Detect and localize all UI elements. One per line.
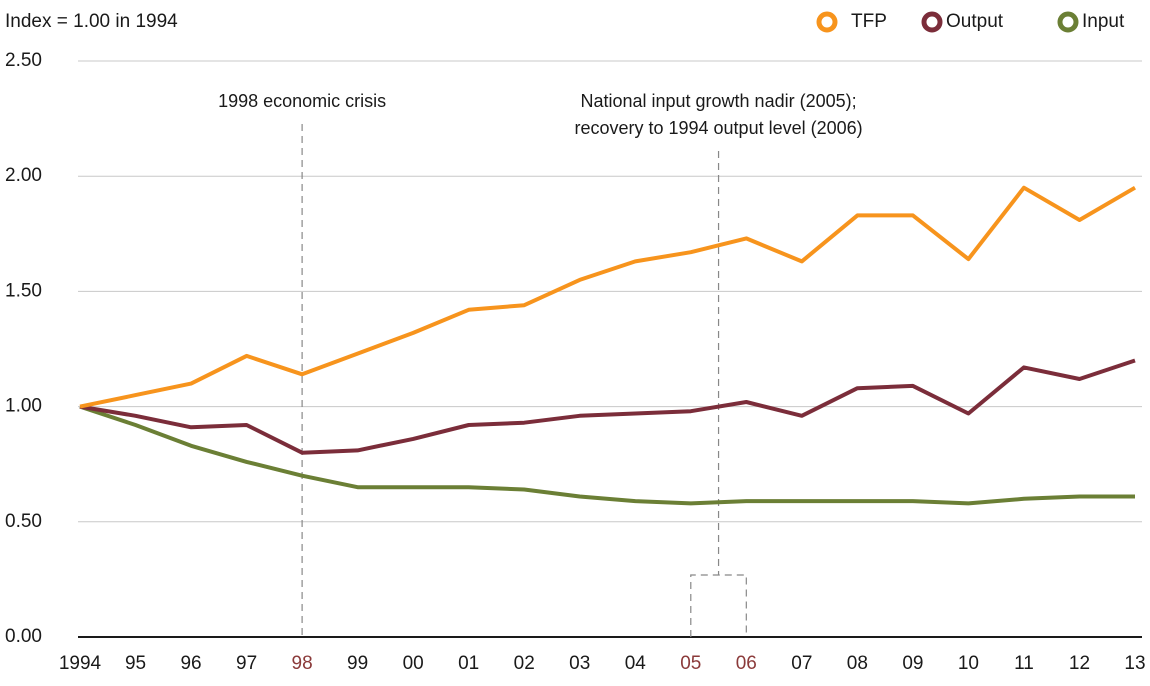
x-tick-label: 03: [569, 653, 590, 674]
legend-marker: [921, 11, 943, 33]
y-tick-label: 2.50: [5, 50, 42, 71]
x-tick-label: 09: [902, 653, 923, 674]
x-tick-label: 04: [625, 653, 647, 674]
x-tick-label: 11: [1014, 653, 1034, 674]
series-line: [79, 358, 1136, 455]
legend-marker: [816, 11, 838, 33]
legend-label: TFP: [851, 11, 887, 32]
x-tick-label: 13: [1124, 653, 1145, 674]
x-tick-label: 05: [680, 653, 701, 674]
x-tick-label: 97: [236, 653, 257, 674]
annotation: 1998 economic crisis: [218, 91, 386, 111]
annotation: National input growth nadir (2005);: [580, 91, 856, 111]
x-tick-label: 12: [1069, 653, 1090, 674]
x-tick-label: 96: [180, 653, 201, 674]
annotation-bracket: [690, 574, 747, 637]
series-line: [79, 185, 1137, 409]
x-tick-label: 06: [736, 653, 757, 674]
x-tick-label: 1994: [59, 653, 102, 674]
y-tick-label: 2.00: [5, 165, 42, 186]
legend-label: Output: [946, 11, 1004, 32]
y-tick-label: 0.00: [5, 626, 42, 647]
x-tick-label: 02: [514, 653, 535, 674]
legend-label: Input: [1082, 11, 1125, 32]
x-tick-label: 99: [347, 653, 368, 674]
y-axis-label: Index = 1.00 in 1994: [5, 11, 178, 32]
x-tick-label: 10: [958, 653, 979, 674]
x-tick-label: 98: [292, 653, 313, 674]
y-tick-label: 1.50: [5, 280, 42, 301]
x-tick-label: 08: [847, 653, 868, 674]
x-tick-label: 00: [403, 653, 424, 674]
legend-marker: [1057, 11, 1079, 33]
x-tick-label: 01: [458, 653, 479, 674]
x-tick-label: 95: [125, 653, 146, 674]
annotation: recovery to 1994 output level (2006): [574, 118, 862, 138]
x-tick-label: 07: [791, 653, 812, 674]
y-tick-label: 1.00: [5, 396, 42, 417]
series-line: [79, 404, 1135, 506]
y-tick-label: 0.50: [5, 511, 42, 532]
